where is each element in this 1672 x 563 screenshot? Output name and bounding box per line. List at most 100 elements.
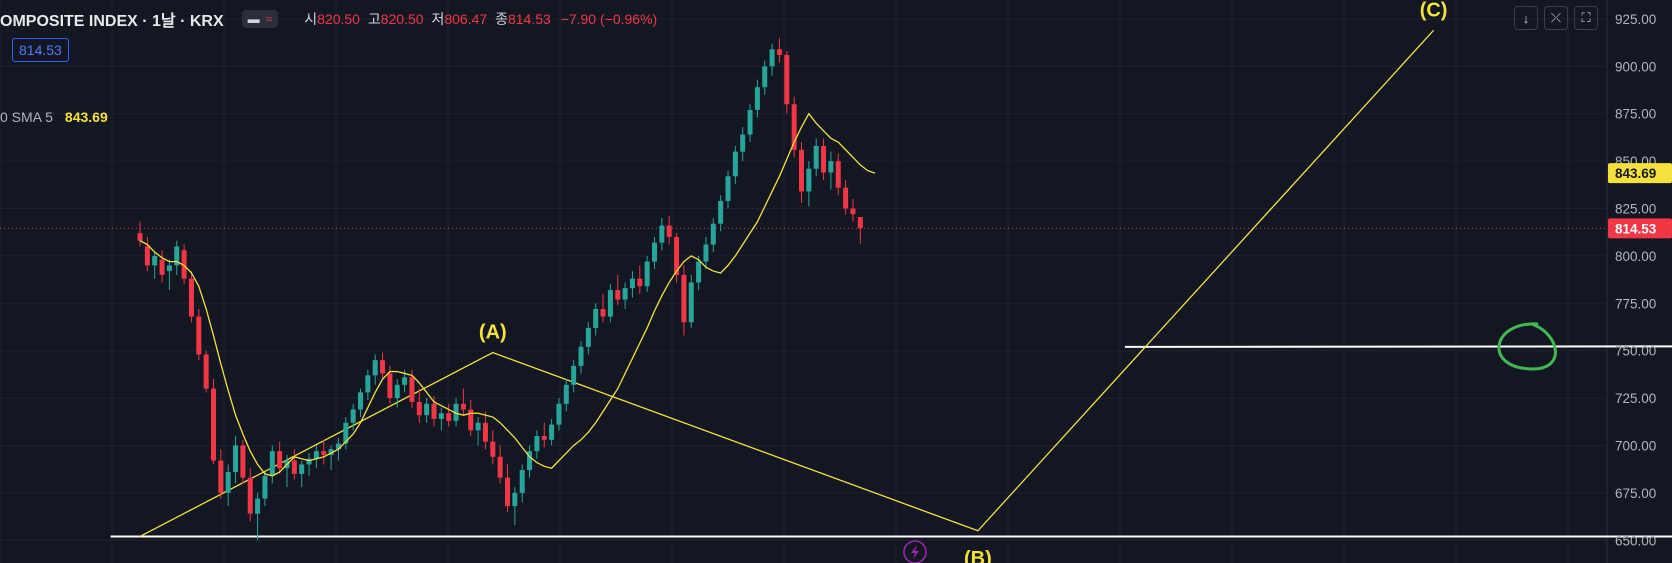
candle bbox=[747, 109, 753, 135]
candle bbox=[696, 261, 702, 283]
candle bbox=[482, 422, 488, 442]
change-value: −7.90 (−0.96%) bbox=[560, 11, 658, 27]
candle bbox=[571, 365, 577, 385]
symbol-title[interactable]: OMPOSITE INDEX · 1날 · KRX bbox=[0, 13, 224, 30]
candle bbox=[549, 424, 555, 440]
candle bbox=[585, 327, 591, 347]
y-tick-label: 675.00 bbox=[1615, 486, 1656, 501]
wave-icon[interactable]: ≈ bbox=[265, 12, 273, 26]
candle bbox=[710, 223, 716, 245]
candle bbox=[776, 49, 782, 55]
candle bbox=[196, 316, 202, 355]
current-price-box[interactable]: 814.53 bbox=[12, 38, 69, 62]
candle bbox=[843, 187, 849, 209]
y-tick-label: 875.00 bbox=[1615, 107, 1656, 122]
lightning-icon[interactable] bbox=[903, 540, 927, 563]
candle bbox=[394, 384, 400, 399]
open-value: 820.50 bbox=[317, 11, 360, 27]
candle bbox=[593, 308, 599, 328]
candle bbox=[166, 265, 172, 272]
candle bbox=[269, 451, 275, 476]
candle bbox=[556, 403, 562, 425]
candle bbox=[828, 161, 834, 173]
candle bbox=[446, 413, 452, 421]
candle bbox=[806, 168, 812, 192]
fullscreen-icon[interactable]: ⛶ bbox=[1574, 6, 1598, 30]
wave-label: (A) bbox=[479, 322, 507, 344]
candle bbox=[328, 449, 334, 455]
candle bbox=[233, 445, 239, 473]
candle bbox=[674, 236, 680, 275]
candle bbox=[211, 388, 216, 461]
open-label: 시 bbox=[304, 11, 318, 27]
candle bbox=[740, 134, 746, 152]
collapse-icon[interactable]: ⤫ bbox=[1544, 6, 1568, 30]
sma-legend-label: 0 SMA 5 bbox=[0, 109, 53, 125]
indicator-visibility-toggle[interactable]: ▬ ≈ bbox=[241, 10, 279, 28]
high-value: 820.50 bbox=[380, 11, 424, 27]
y-tick-label: 700.00 bbox=[1615, 438, 1656, 453]
candle bbox=[659, 225, 665, 243]
candle bbox=[534, 435, 540, 452]
candle bbox=[277, 451, 283, 469]
candle bbox=[225, 472, 231, 493]
support-line bbox=[1124, 345, 1672, 348]
low-label: 저 bbox=[431, 11, 445, 27]
candle bbox=[666, 225, 672, 237]
highlight-circle bbox=[1497, 322, 1557, 371]
sma-line bbox=[139, 112, 876, 477]
wave-label: (B) bbox=[964, 548, 992, 563]
candle bbox=[652, 242, 657, 262]
candle bbox=[769, 49, 775, 67]
candle bbox=[358, 392, 363, 410]
candle bbox=[174, 246, 180, 266]
sma-legend[interactable]: 0 SMA 5 843.69 bbox=[0, 109, 108, 125]
candle bbox=[475, 422, 481, 431]
candle bbox=[299, 464, 305, 474]
minus-icon[interactable]: ▬ bbox=[247, 12, 260, 26]
candle bbox=[424, 403, 430, 416]
candle bbox=[387, 373, 393, 399]
candle bbox=[857, 217, 863, 229]
y-tick-label: 775.00 bbox=[1615, 296, 1656, 311]
low-value: 806.47 bbox=[444, 11, 488, 27]
y-tick-label: 800.00 bbox=[1615, 249, 1656, 264]
arrow-down-icon[interactable]: ↓ bbox=[1514, 6, 1538, 30]
wave-label: (C) bbox=[1420, 0, 1448, 21]
candle bbox=[416, 401, 422, 416]
candle bbox=[600, 308, 606, 317]
candle bbox=[791, 104, 797, 150]
y-tick-label: 750.00 bbox=[1615, 344, 1656, 359]
candle bbox=[527, 451, 533, 471]
candle bbox=[637, 278, 643, 287]
y-tick-label: 650.00 bbox=[1615, 533, 1656, 548]
candle bbox=[578, 346, 584, 366]
candle bbox=[799, 149, 804, 192]
candle bbox=[291, 460, 297, 474]
candle bbox=[519, 470, 525, 493]
candle bbox=[813, 145, 819, 169]
candle bbox=[629, 278, 635, 289]
candle bbox=[718, 200, 724, 224]
candle bbox=[563, 384, 569, 404]
candle bbox=[732, 151, 738, 177]
candle bbox=[541, 435, 547, 440]
candle bbox=[350, 409, 356, 423]
y-tick-label: 925.00 bbox=[1615, 12, 1656, 27]
candle bbox=[725, 176, 731, 201]
y-tick-label: 900.00 bbox=[1615, 59, 1656, 74]
candle bbox=[644, 261, 650, 287]
candle bbox=[409, 377, 415, 402]
candle bbox=[203, 354, 209, 389]
candle bbox=[505, 477, 510, 507]
candle bbox=[262, 475, 268, 499]
candle bbox=[512, 492, 518, 507]
candle bbox=[181, 250, 187, 279]
candle bbox=[850, 208, 856, 215]
wave-pattern-line bbox=[139, 29, 1435, 538]
candle bbox=[188, 278, 194, 317]
candle bbox=[754, 87, 760, 110]
candle bbox=[622, 288, 628, 300]
